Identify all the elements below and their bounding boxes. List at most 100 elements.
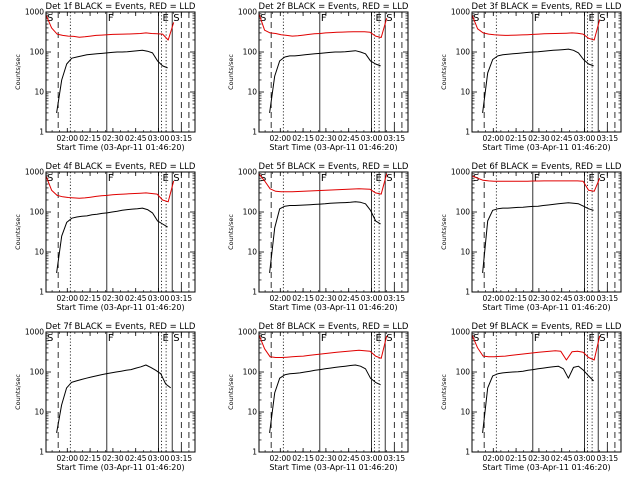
marker-label: S <box>47 333 53 344</box>
lld-series-line <box>258 13 388 38</box>
y-tick-label: 10 <box>460 248 470 257</box>
y-tick-label: 1000 <box>238 8 257 17</box>
x-tick-label: 02:15 <box>292 294 314 303</box>
y-tick-label: 10 <box>460 408 470 417</box>
x-axis-label: Start Time (03-Apr-11 01:46:20) <box>269 463 397 472</box>
x-tick-label: 02:30 <box>102 454 124 463</box>
x-tick-label: 02:15 <box>79 294 101 303</box>
lld-series-line <box>258 173 388 195</box>
y-tick-label: 100 <box>30 208 45 217</box>
y-tick-label: 1000 <box>451 168 470 177</box>
chart-title: Det 5f BLACK = Events, RED = LLD <box>259 162 409 172</box>
marker-label: S <box>386 333 392 344</box>
lld-series-line <box>258 334 388 359</box>
x-tick-label: 03:15 <box>384 454 406 463</box>
y-tick-label: 1 <box>465 128 470 137</box>
plot-frame <box>45 171 196 293</box>
y-tick-label: 1 <box>39 448 44 457</box>
marker-label: S <box>599 333 605 344</box>
x-tick-label: 03:00 <box>361 134 383 143</box>
x-tick-label: 03:15 <box>597 294 619 303</box>
marker-label: S <box>173 173 179 184</box>
y-tick-label: 1000 <box>451 8 470 17</box>
chart-title: Det 7f BLACK = Events, RED = LLD <box>46 322 196 332</box>
marker-label: F <box>108 13 114 24</box>
x-tick-label: 02:00 <box>482 134 504 143</box>
marker-label: F <box>321 13 327 24</box>
lld-series-line <box>45 175 175 203</box>
x-tick-label: 03:00 <box>148 134 170 143</box>
x-tick-label: 02:45 <box>338 294 360 303</box>
y-tick-label: 10 <box>460 88 470 97</box>
x-tick-label: 02:45 <box>125 454 147 463</box>
marker-label: S <box>173 13 179 24</box>
y-tick-label: 1000 <box>25 328 44 337</box>
marker-label: F <box>534 333 540 344</box>
y-axis-label: Counts/sec <box>14 374 22 410</box>
x-tick-label: 02:30 <box>315 134 337 143</box>
chart-title: Det 4f BLACK = Events, RED = LLD <box>46 162 196 172</box>
events-series-line <box>56 207 168 273</box>
y-tick-label: 100 <box>243 48 258 57</box>
events-series-line <box>56 49 168 113</box>
x-tick-label: 02:00 <box>482 294 504 303</box>
chart-title: Det 6f BLACK = Events, RED = LLD <box>472 162 622 172</box>
y-tick-label: 100 <box>30 48 45 57</box>
x-tick-label: 02:45 <box>551 134 573 143</box>
x-tick-label: 02:00 <box>269 134 291 143</box>
y-tick-label: 1000 <box>25 168 44 177</box>
x-tick-label: 03:15 <box>597 134 619 143</box>
y-axis-label: Counts/sec <box>440 214 448 250</box>
chart-panel-9: Det 9f BLACK = Events, RED = LLD 1 10 100 10… <box>440 322 622 472</box>
x-tick-label: 02:00 <box>482 454 504 463</box>
marker-label: S <box>599 173 605 184</box>
x-axis-label: Start Time (03-Apr-11 01:46:20) <box>482 143 610 152</box>
x-tick-label: 03:00 <box>574 294 596 303</box>
plot-frame <box>471 171 622 293</box>
chart-panel-4: Det 4f BLACK = Events, RED = LLD 1 10 100 10… <box>14 162 196 312</box>
y-axis-label: Counts/sec <box>14 214 22 250</box>
chart-panel-3: Det 3f BLACK = Events, RED = LLD 1 10 100 10… <box>440 2 622 152</box>
x-tick-label: 02:30 <box>315 454 337 463</box>
y-axis-label: Counts/sec <box>227 214 235 250</box>
y-tick-label: 10 <box>34 88 44 97</box>
chart-title: Det 2f BLACK = Events, RED = LLD <box>259 2 409 12</box>
events-series-line <box>482 202 594 273</box>
lld-series-line <box>45 14 175 41</box>
y-tick-label: 100 <box>243 368 258 377</box>
x-tick-label: 03:15 <box>384 134 406 143</box>
lld-series-line <box>471 334 601 361</box>
y-axis-label: Counts/sec <box>227 54 235 90</box>
events-series-line <box>482 365 594 433</box>
chart-panel-8: Det 8f BLACK = Events, RED = LLD 1 10 100 10… <box>227 322 409 472</box>
plot-frame <box>471 11 622 133</box>
x-tick-label: 02:15 <box>292 134 314 143</box>
marker-label: S <box>473 13 479 24</box>
x-tick-label: 02:45 <box>338 134 360 143</box>
lld-series-line <box>471 175 601 192</box>
x-tick-label: 02:30 <box>528 294 550 303</box>
y-axis-label: Counts/sec <box>440 54 448 90</box>
x-axis-label: Start Time (03-Apr-11 01:46:20) <box>269 303 397 312</box>
plot-frame <box>258 11 409 133</box>
y-tick-label: 1 <box>39 288 44 297</box>
y-tick-label: 1 <box>465 288 470 297</box>
y-tick-label: 1 <box>252 128 257 137</box>
marker-label: S <box>260 13 266 24</box>
chart-title: Det 9f BLACK = Events, RED = LLD <box>472 322 622 332</box>
marker-label: F <box>321 173 327 184</box>
marker-label: S <box>173 333 179 344</box>
x-tick-label: 02:00 <box>56 294 78 303</box>
marker-label: S <box>260 333 266 344</box>
x-tick-label: 02:00 <box>269 454 291 463</box>
plot-frame <box>471 331 622 453</box>
x-tick-label: 02:45 <box>125 134 147 143</box>
events-series-line <box>269 201 381 273</box>
x-tick-label: 03:00 <box>574 454 596 463</box>
y-tick-label: 1 <box>252 448 257 457</box>
x-tick-label: 03:15 <box>171 454 193 463</box>
y-tick-label: 1000 <box>238 328 257 337</box>
x-tick-label: 02:15 <box>79 454 101 463</box>
plot-frame <box>45 11 196 133</box>
y-tick-label: 100 <box>30 368 45 377</box>
